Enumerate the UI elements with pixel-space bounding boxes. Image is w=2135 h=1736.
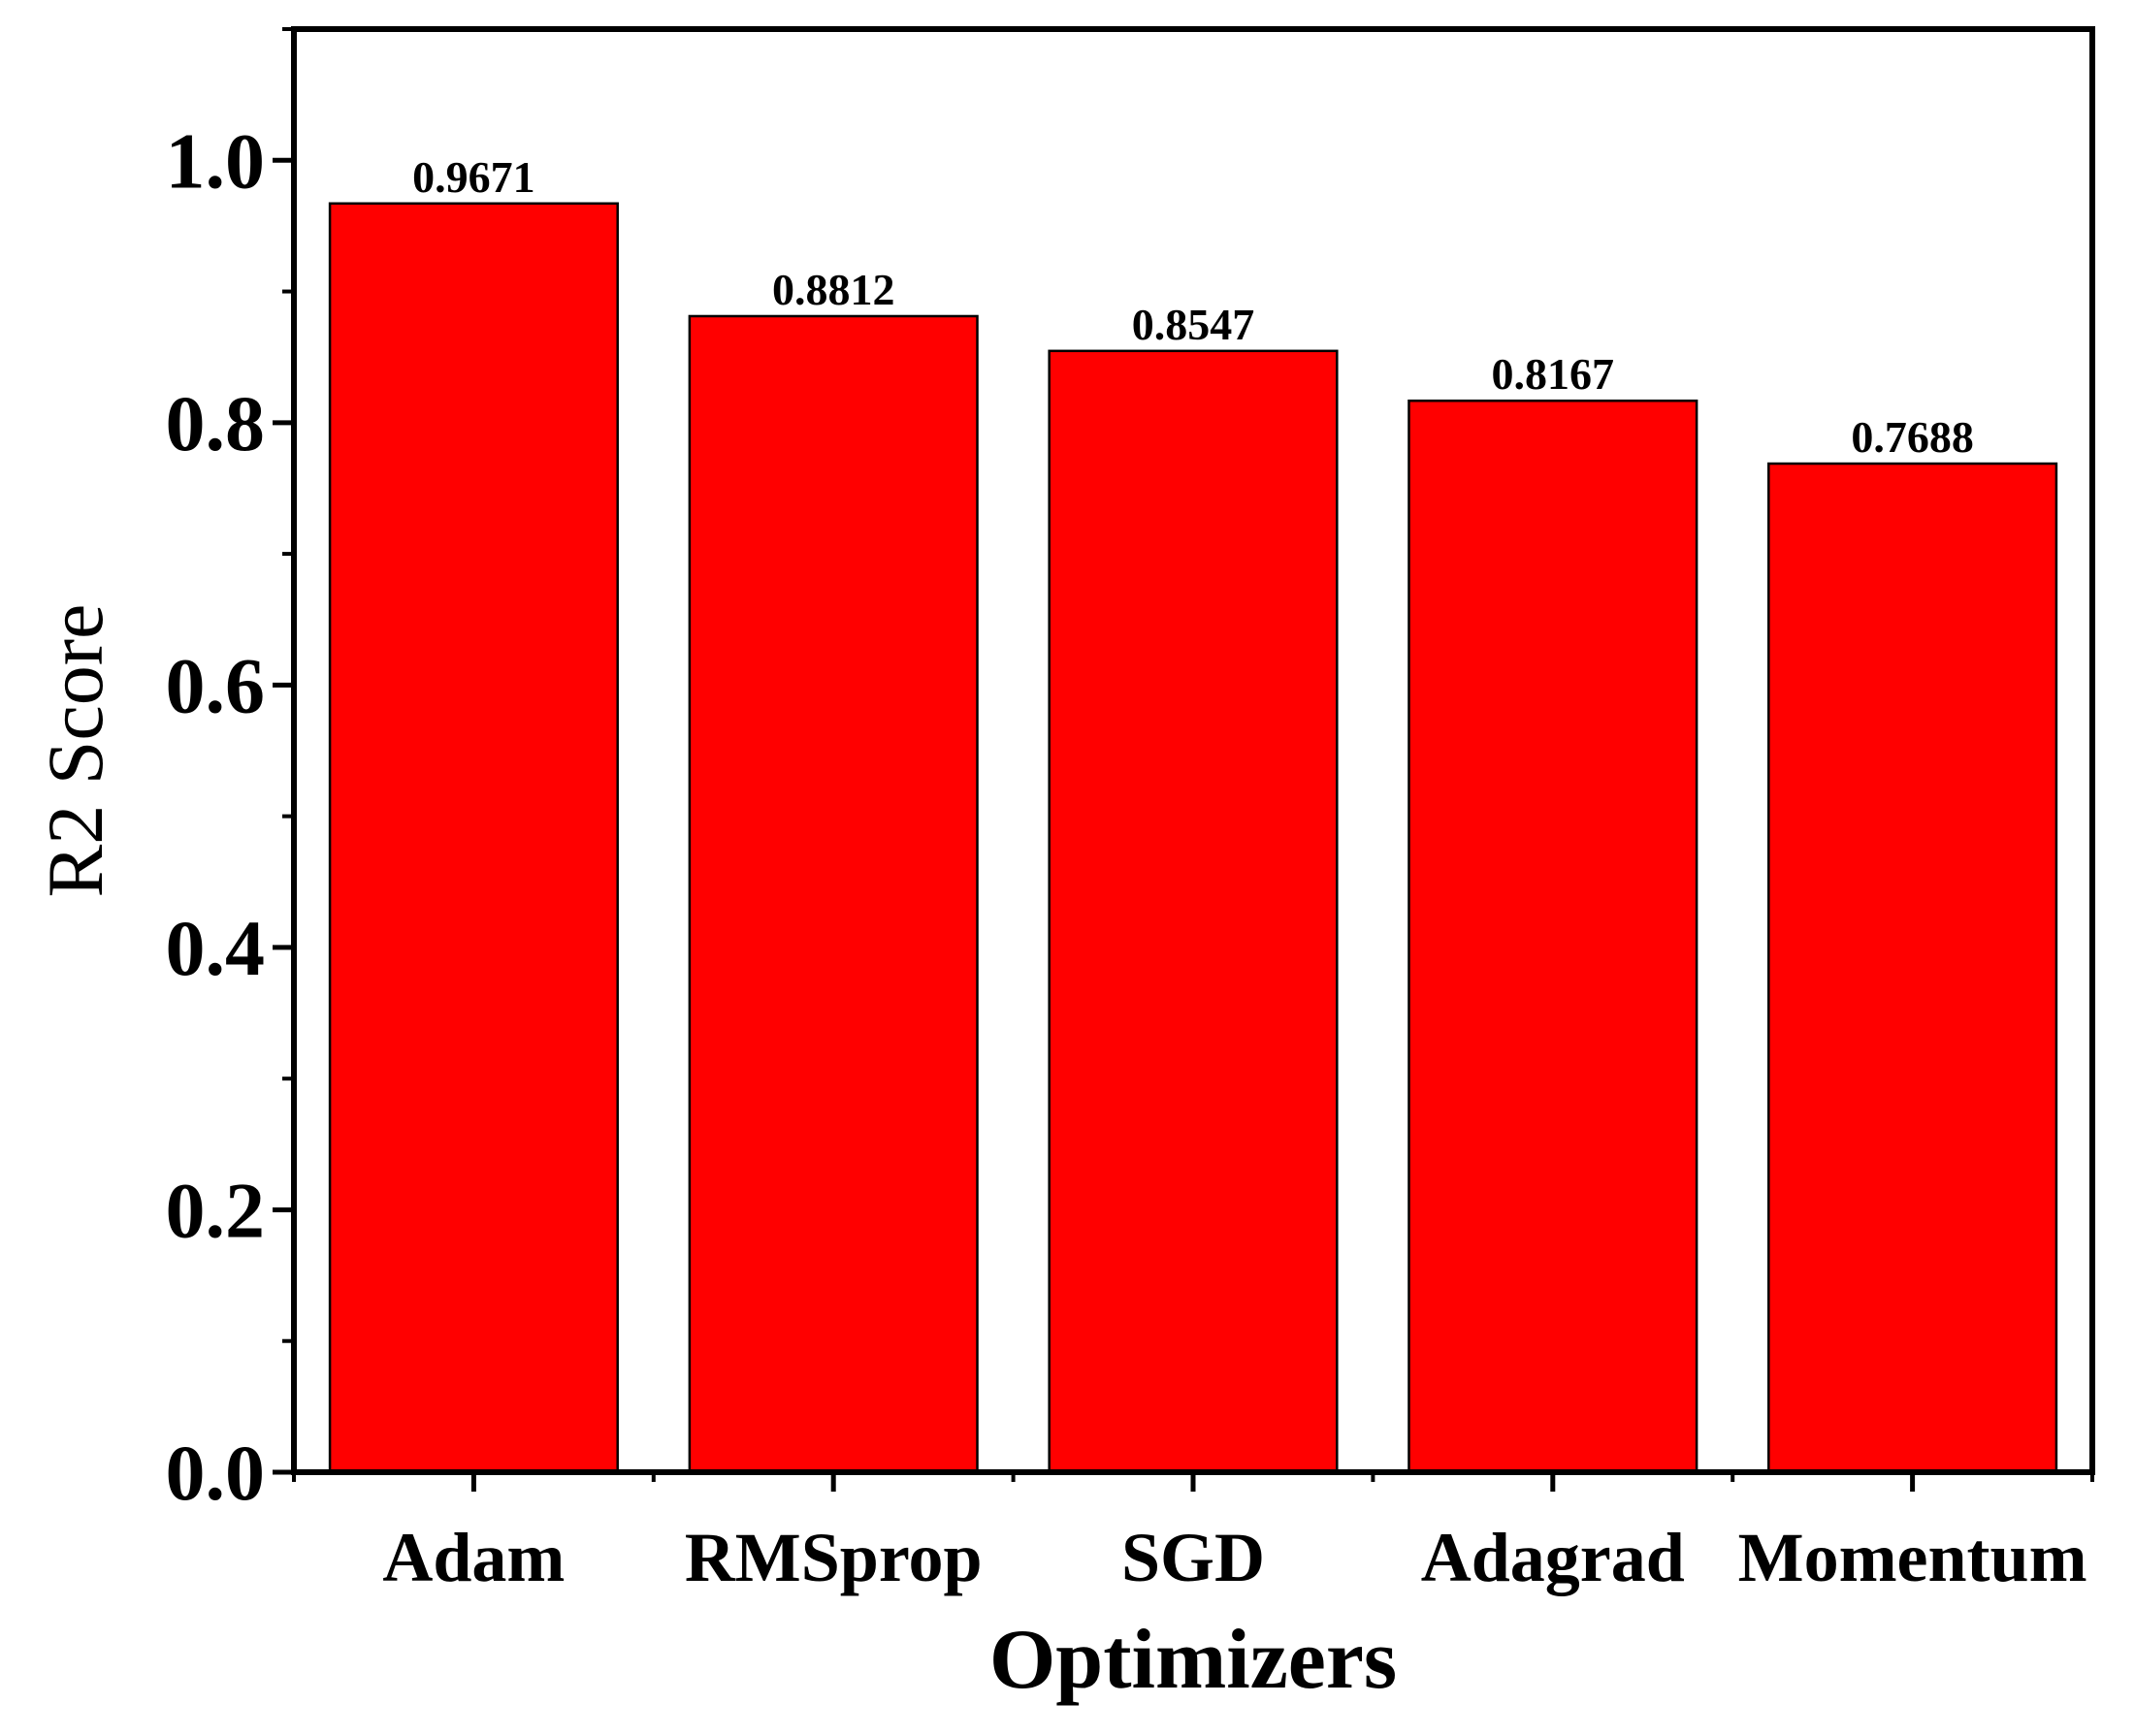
data-label-momentum: 0.7688 (1851, 412, 1974, 462)
bar-sgd (1048, 349, 1339, 1474)
data-labels-layer: 0.9671 0.8812 0.8547 0.8167 0.7688 (412, 152, 1974, 462)
y-tick-label: 0.0 (166, 1429, 266, 1517)
data-label-adam: 0.9671 (412, 152, 535, 202)
plot-frame (291, 26, 2095, 1475)
data-label-sgd: 0.8547 (1132, 300, 1255, 349)
data-label-rmsprop: 0.8812 (772, 265, 895, 314)
bar-adagrad (1407, 399, 1698, 1474)
y-tick-label: 0.4 (166, 904, 266, 992)
bar-momentum (1767, 462, 2058, 1474)
x-tick-label-rmsprop: RMSprop (685, 1519, 983, 1596)
y-axis-title: R2 Score (31, 604, 119, 898)
x-tick-label-momentum: Momentum (1738, 1519, 2087, 1596)
bars-layer (328, 202, 2058, 1474)
y-tick-label: 1.0 (166, 116, 266, 205)
x-tick-label-adam: Adam (382, 1519, 565, 1596)
axes-layer: Adam RMSprop SGD Adagrad Momentum 0.0 0.2 0.4 0.… (166, 26, 2095, 1596)
bar-rmsprop (688, 314, 979, 1474)
x-tick-label-sgd: SGD (1121, 1519, 1265, 1596)
data-label-adagrad: 0.8167 (1492, 349, 1615, 399)
y-tick-label: 0.8 (166, 379, 266, 467)
x-tick-label-adagrad: Adagrad (1421, 1519, 1685, 1596)
y-tick-label: 0.2 (166, 1166, 266, 1254)
bar-adam (328, 202, 619, 1474)
y-tick-label: 0.6 (166, 641, 266, 729)
x-axis-title: Optimizers (989, 1613, 1397, 1707)
